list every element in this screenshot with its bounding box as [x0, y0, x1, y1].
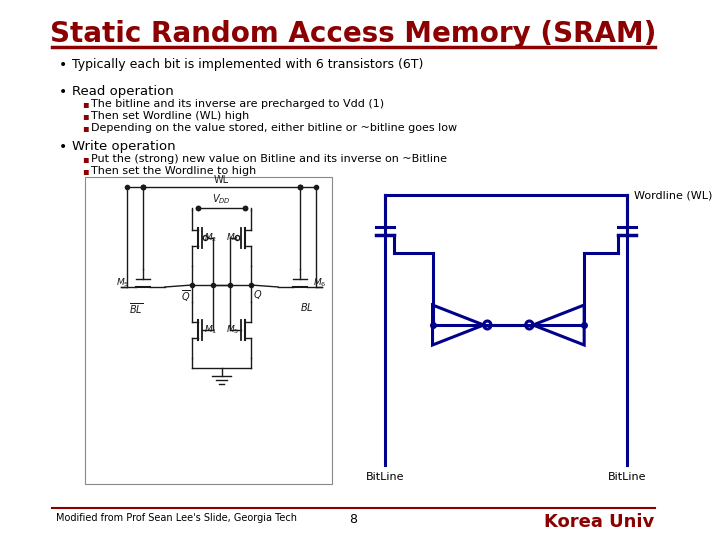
Text: $M_2$: $M_2$: [204, 232, 217, 244]
Text: Depending on the value stored, either bitline or ~bitline goes low: Depending on the value stored, either bi…: [91, 123, 457, 133]
Text: BitLine: BitLine: [366, 472, 404, 482]
Text: $M_5$: $M_5$: [116, 276, 130, 289]
Text: Read operation: Read operation: [72, 85, 174, 98]
Text: The bitline and its inverse are precharged to Vdd (1): The bitline and its inverse are precharg…: [91, 99, 384, 109]
Text: $V_{DD}$: $V_{DD}$: [212, 192, 231, 206]
Text: $M_1$: $M_1$: [204, 324, 217, 336]
Text: Write operation: Write operation: [72, 140, 175, 153]
Text: Then set the Wordline to high: Then set the Wordline to high: [91, 166, 256, 176]
Text: BitLine: BitLine: [608, 472, 647, 482]
Text: ▪: ▪: [82, 154, 89, 164]
Text: Korea Univ: Korea Univ: [544, 513, 654, 531]
Text: 8: 8: [349, 513, 357, 526]
Text: Then set Wordline (WL) high: Then set Wordline (WL) high: [91, 111, 249, 121]
Text: •: •: [59, 85, 67, 99]
Text: ▪: ▪: [82, 166, 89, 176]
Text: $M_4$: $M_4$: [226, 232, 239, 244]
Text: WL: WL: [214, 175, 229, 185]
Text: Wordline (WL): Wordline (WL): [634, 190, 713, 200]
Text: ▪: ▪: [82, 111, 89, 121]
Text: $M_5$: $M_5$: [226, 324, 239, 336]
Text: $Q$: $Q$: [253, 288, 263, 301]
Text: $BL$: $BL$: [300, 301, 314, 313]
Text: Typically each bit is implemented with 6 transistors (6T): Typically each bit is implemented with 6…: [72, 58, 423, 71]
Text: $M_6$: $M_6$: [313, 276, 327, 289]
Text: •: •: [59, 58, 67, 72]
Text: $\overline{BL}$: $\overline{BL}$: [130, 301, 143, 316]
Text: Modified from Prof Sean Lee's Slide, Georgia Tech: Modified from Prof Sean Lee's Slide, Geo…: [56, 513, 297, 523]
Text: •: •: [59, 140, 67, 154]
Text: $\overline{Q}$: $\overline{Q}$: [181, 288, 191, 304]
Text: ▪: ▪: [82, 99, 89, 109]
Text: Static Random Access Memory (SRAM): Static Random Access Memory (SRAM): [50, 20, 656, 48]
Text: ▪: ▪: [82, 123, 89, 133]
Text: Put the (strong) new value on Bitline and its inverse on ~Bitline: Put the (strong) new value on Bitline an…: [91, 154, 447, 164]
